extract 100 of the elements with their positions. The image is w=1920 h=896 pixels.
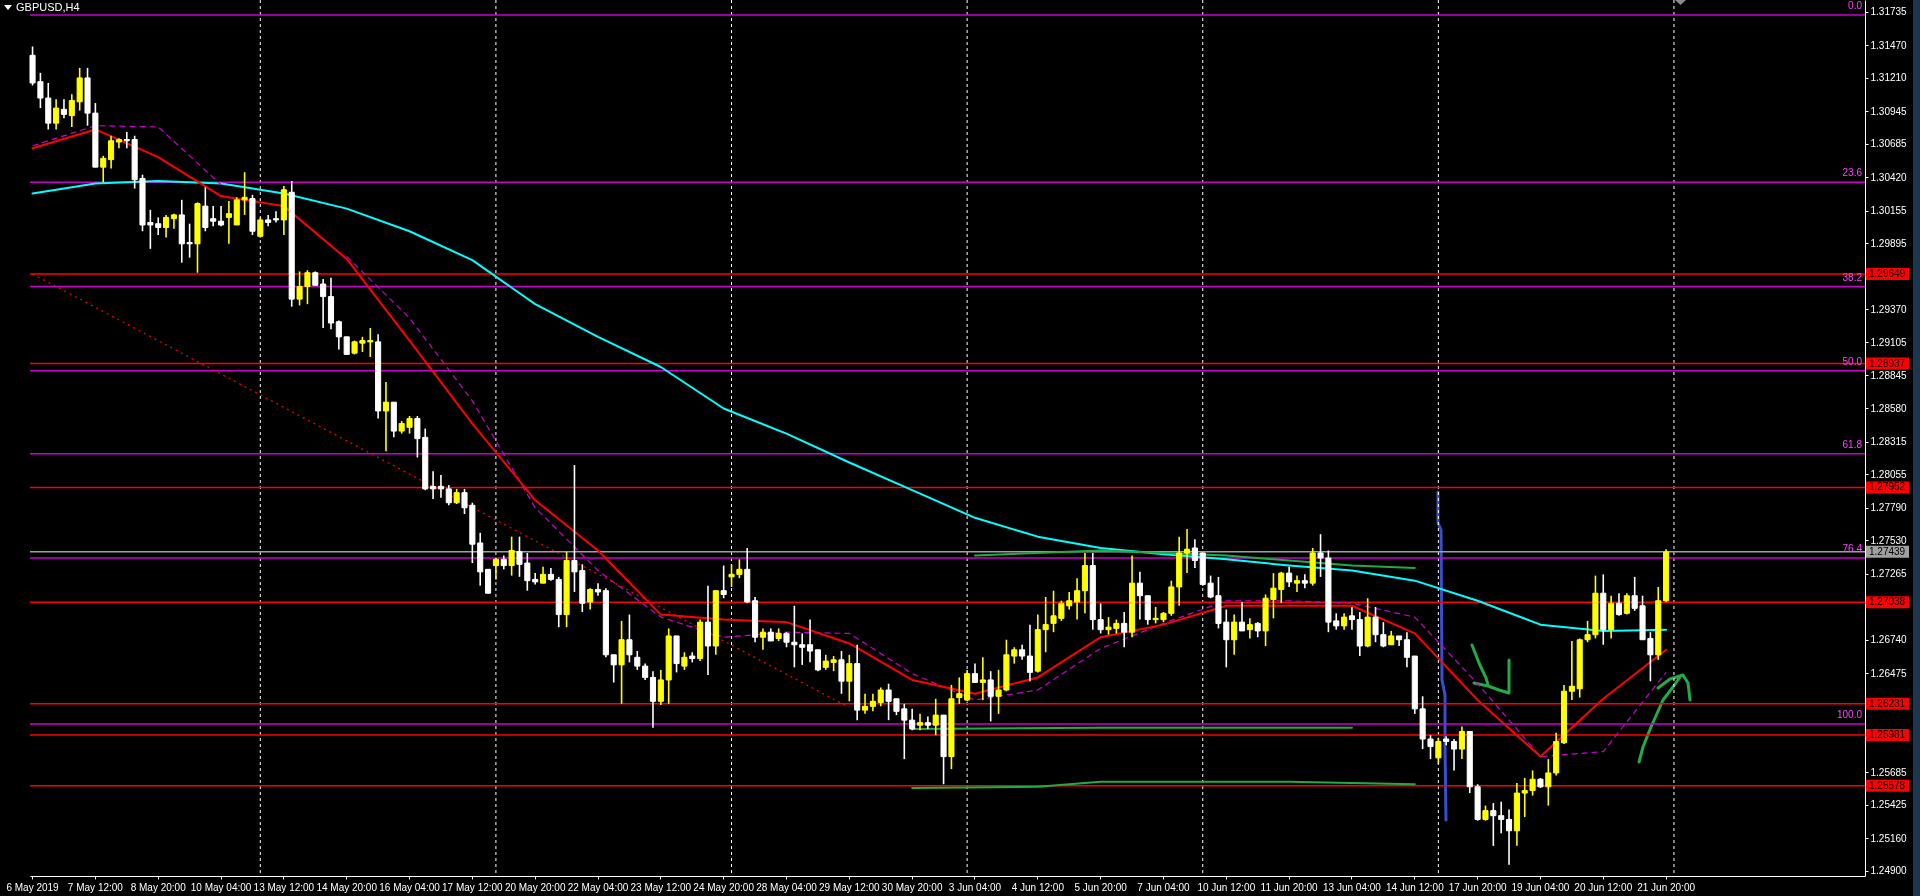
x-tick-label: 17 May 12:00 (442, 881, 504, 893)
candlestick (1435, 736, 1442, 765)
ref-line-label: 1.26231 (1869, 697, 1906, 709)
candlestick (1074, 577, 1081, 621)
x-tick-label: 10 May 04:00 (190, 881, 252, 893)
candlestick (437, 474, 444, 499)
y-tick-label: 1.28845 (1870, 369, 1908, 381)
x-tick-label: 8 May 20:00 (130, 881, 187, 893)
y-tick-label: 1.25160 (1870, 832, 1908, 844)
candlestick (1403, 631, 1410, 669)
y-tick-label: 1.25425 (1870, 799, 1908, 811)
candlestick (1231, 613, 1238, 656)
y-tick-label: 1.25685 (1870, 766, 1908, 778)
candlestick (485, 568, 492, 595)
annotation: 61.8 (1842, 438, 1863, 450)
candlestick (257, 216, 264, 239)
x-tick-label: 6 May 2019 (6, 881, 60, 893)
candlestick (587, 587, 594, 611)
annotation: 100.0 (1836, 708, 1863, 720)
ref-line-label: 1.28937 (1869, 357, 1906, 369)
candlestick (1238, 601, 1246, 632)
x-tick-label: 13 May 12:00 (253, 881, 315, 893)
y-tick-label: 1.29105 (1870, 336, 1908, 348)
y-tick-label: 1.24900 (1870, 865, 1908, 877)
candlestick (971, 662, 979, 684)
x-tick-label: 30 May 20:00 (881, 881, 943, 893)
x-tick-label: 10 Jun 12:00 (1197, 881, 1256, 893)
candlestick (1136, 571, 1143, 621)
candlestick (987, 670, 994, 723)
x-tick-label: 17 Jun 20:00 (1448, 881, 1507, 893)
y-tick-label: 1.30155 (1870, 205, 1908, 217)
candlestick (1458, 725, 1465, 760)
annotation: 0.0 (1848, 0, 1863, 12)
x-tick-label: 28 May 04:00 (756, 881, 818, 893)
y-tick-label: 1.28055 (1870, 468, 1908, 480)
y-tick-label: 1.27530 (1870, 534, 1908, 546)
candlestick (1191, 538, 1198, 569)
candlestick (320, 278, 327, 329)
candlestick (1144, 594, 1151, 626)
candlestick (1568, 640, 1575, 701)
candlestick (924, 715, 931, 730)
candlestick (53, 98, 60, 131)
candlestick (1183, 528, 1191, 574)
y-tick-label: 1.28580 (1870, 402, 1908, 414)
ref-line-label: 1.27952 (1869, 481, 1906, 493)
candlestick (1293, 574, 1301, 593)
candlestick (1505, 808, 1513, 866)
candlestick (100, 155, 107, 184)
ref-line-label: 1.25578 (1869, 779, 1906, 791)
candlestick (759, 627, 766, 651)
x-tick-label: 29 May 12:00 (819, 881, 881, 893)
x-tick-label: 22 May 04:00 (567, 881, 629, 893)
x-tick-label: 7 May 12:00 (67, 881, 124, 893)
candlestick (1451, 738, 1458, 772)
y-tick-label: 1.28315 (1870, 436, 1908, 448)
candlestick (979, 656, 986, 701)
candlestick (594, 582, 602, 597)
candlestick (877, 686, 884, 708)
candlestick (382, 381, 390, 452)
x-tick-label: 24 May 20:00 (693, 881, 755, 893)
ref-line-label: 1.27038 (1869, 596, 1906, 608)
x-tick-label: 20 Jun 12:00 (1574, 881, 1633, 893)
y-tick-label: 1.30420 (1870, 171, 1908, 183)
x-tick-label: 3 Jun 04:00 (948, 881, 1002, 893)
x-tick-label: 13 Jun 04:00 (1323, 881, 1382, 893)
y-tick-label: 1.26475 (1870, 667, 1908, 679)
x-tick-label: 14 May 20:00 (316, 881, 378, 893)
y-tick-label: 1.27790 (1870, 502, 1908, 514)
x-tick-label: 14 Jun 12:00 (1385, 881, 1445, 893)
y-tick-label: 1.31210 (1870, 72, 1908, 84)
x-tick-label: 7 Jun 04:00 (1137, 881, 1191, 893)
ref-line-label: 1.29649 (1869, 268, 1906, 280)
candlestick (1615, 592, 1623, 617)
candlestick (626, 613, 633, 664)
y-tick-label: 1.30945 (1870, 105, 1908, 117)
candlestick (1348, 606, 1356, 631)
y-tick-label: 1.30685 (1870, 138, 1908, 150)
x-tick-label: 5 Jun 20:00 (1074, 881, 1128, 893)
chart-title: GBPUSD,H4 (16, 1, 80, 13)
y-tick-label: 1.29370 (1870, 303, 1908, 315)
candlestick (649, 670, 657, 729)
candlestick (932, 697, 939, 737)
x-tick-label: 16 May 04:00 (379, 881, 441, 893)
candlestick (956, 676, 963, 705)
x-tick-label: 23 May 12:00 (630, 881, 692, 893)
candlestick (916, 713, 924, 732)
line-series (31, 179, 1668, 632)
candlestick (445, 484, 452, 507)
x-tick-label: 4 Jun 12:00 (1011, 881, 1065, 893)
candlestick (1121, 611, 1128, 649)
y-tick-label: 1.26740 (1870, 634, 1908, 646)
candlestick (225, 200, 232, 245)
candlestick (1623, 592, 1630, 616)
ref-line-label: 1.27439 (1869, 545, 1906, 557)
candlestick (807, 618, 814, 664)
y-tick-label: 1.27265 (1870, 568, 1908, 580)
candlestick (838, 650, 845, 695)
x-tick-label: 19 Jun 04:00 (1511, 881, 1570, 893)
candlestick (861, 692, 869, 715)
candlestick (163, 214, 170, 239)
